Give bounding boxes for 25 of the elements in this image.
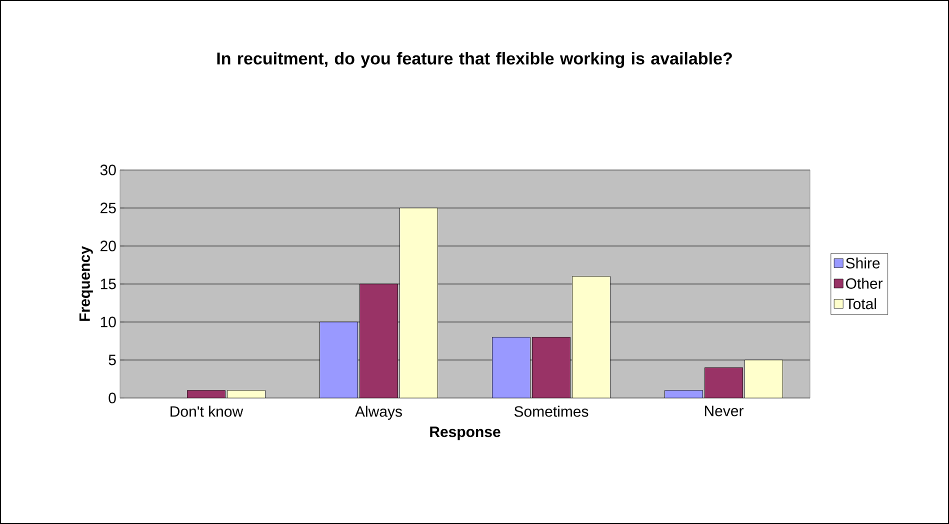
y-tick-label: 20 [100, 240, 116, 252]
legend-label: Other [846, 278, 883, 289]
bar [572, 276, 610, 398]
x-axis-title: Response [430, 426, 500, 440]
y-tick-label: 10 [100, 316, 116, 328]
bar [704, 367, 743, 398]
legend-label: Total [846, 298, 876, 310]
bar [227, 390, 266, 398]
x-tick-label: Always [355, 406, 402, 420]
bar [360, 284, 398, 398]
bar [187, 390, 226, 398]
y-tick-label: 0 [108, 392, 116, 404]
legend-label: Shire [846, 257, 880, 268]
y-tick-label: 25 [100, 202, 116, 214]
chart-title: In recuitment, do you feature that flexible working is available? [217, 52, 732, 68]
y-tick-label: 5 [108, 354, 116, 366]
x-tick-label: Never [704, 406, 744, 416]
y-tick-label: 15 [100, 278, 116, 290]
y-axis-title: Frequency [79, 246, 93, 321]
bar [532, 337, 570, 398]
bar [400, 208, 438, 398]
x-tick-label: Sometimes [514, 406, 588, 417]
x-tick-label: Don't know [170, 406, 244, 417]
bar [744, 360, 783, 398]
y-tick-label: 30 [100, 164, 116, 176]
